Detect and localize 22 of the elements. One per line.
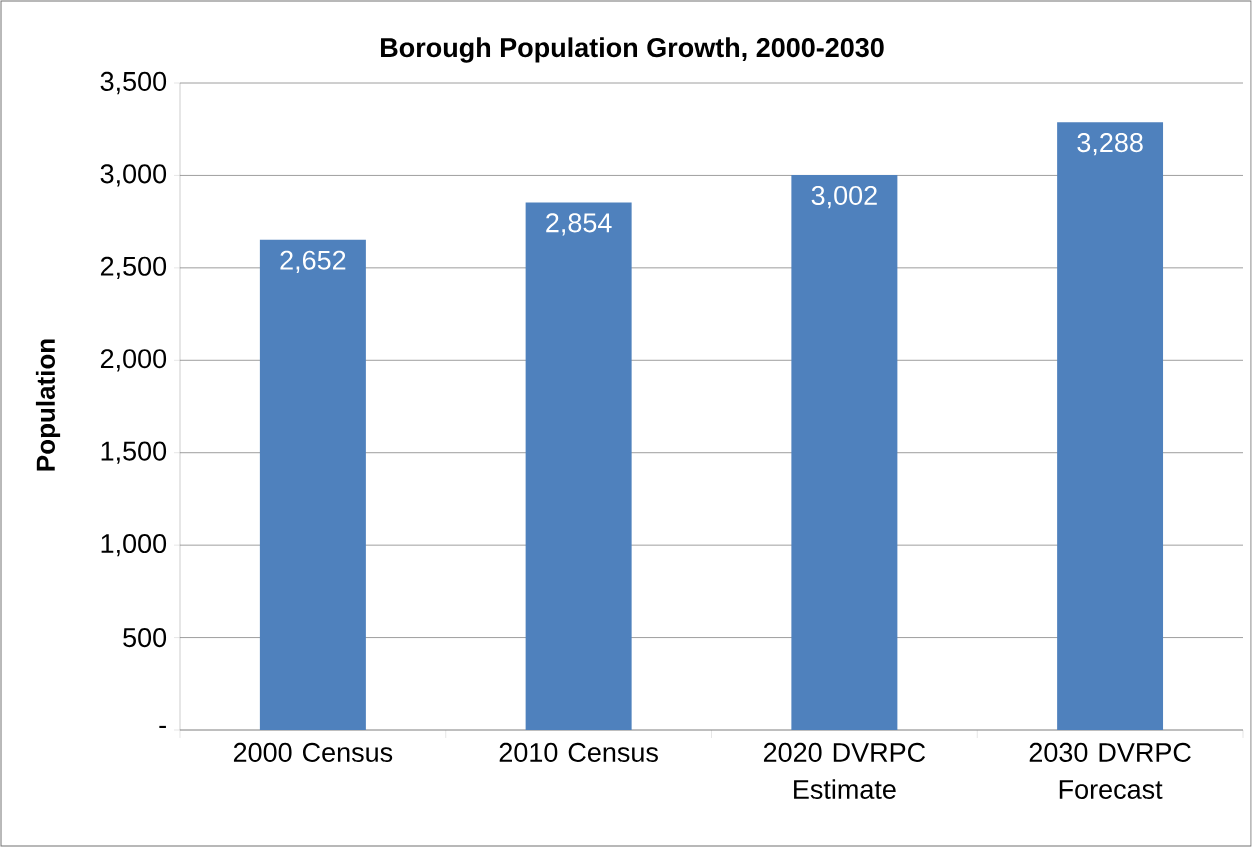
bar [791, 175, 898, 730]
y-tick-label: 2,500 [100, 256, 167, 280]
data-label: 2,854 [546, 213, 612, 236]
bar [259, 239, 366, 730]
y-tick-label: - [159, 725, 166, 728]
y-tick-label: 3,000 [100, 164, 167, 187]
bar [1057, 122, 1164, 730]
x-tick-label: 2010 Census [499, 742, 658, 762]
x-tick-label: 2030 DVRPC Forecast [1029, 742, 1191, 799]
data-label: 3,288 [1077, 133, 1143, 156]
y-tick-label: 1,500 [101, 441, 167, 464]
y-tick-label: 2,000 [100, 349, 167, 372]
data-label: 3,002 [811, 185, 877, 209]
data-label: 2,652 [280, 250, 346, 273]
x-tick-label: 2000 Census [233, 742, 393, 762]
x-tick-label: 2020 DVRPC Estimate [763, 742, 926, 799]
y-tick-label: 500 [123, 628, 167, 648]
y-tick-label: 3,500 [100, 71, 167, 95]
y-axis-title: Population [35, 339, 61, 471]
y-tick-label: 1,000 [101, 533, 167, 557]
chart-title: Borough Population Growth, 2000-2030 [381, 37, 884, 63]
bar [525, 202, 632, 730]
